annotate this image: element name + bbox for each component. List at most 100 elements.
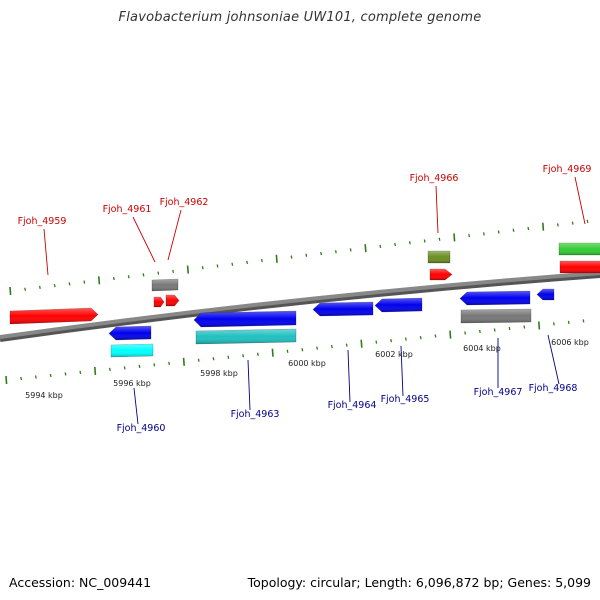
leader-fjoh_4966 <box>435 185 439 234</box>
label-leader-lines <box>43 176 586 425</box>
outer-tick <box>127 275 130 279</box>
genome-summary-text: Topology: circular; Length: 6,096,872 bp… <box>247 575 591 590</box>
inner-tick <box>271 348 274 357</box>
kbp-label: 5996 kbp <box>113 379 151 388</box>
leader-fjoh_4959 <box>43 228 49 276</box>
inner-tick <box>567 320 570 325</box>
inner-tick <box>345 343 348 347</box>
feature-forward-red-5 <box>559 260 600 274</box>
outer-tick <box>142 273 145 277</box>
outer-tick <box>38 285 41 290</box>
inner-tick <box>330 345 333 349</box>
leader-fjoh_4968 <box>547 334 560 385</box>
inner-tick <box>582 319 585 323</box>
inner-tick <box>182 357 185 366</box>
leader-fjoh_4964 <box>347 349 351 403</box>
inner-tick <box>434 334 437 338</box>
inner-tick <box>449 330 452 339</box>
gene-label-fjoh_4969: Fjoh_4969 <box>543 164 592 175</box>
outer-tick <box>438 237 441 241</box>
leader-fjoh_4962 <box>167 209 182 261</box>
feature-reverse-cyan-1 <box>110 343 154 358</box>
gene-label-fjoh_4960: Fjoh_4960 <box>117 423 166 434</box>
gene-label-fjoh_4966: Fjoh_4966 <box>410 173 459 184</box>
inner-tick <box>538 321 541 330</box>
inner-tick <box>242 354 245 358</box>
outer-tick <box>112 276 115 281</box>
kbp-label: 6000 kbp <box>288 359 326 368</box>
inner-tick <box>256 352 259 356</box>
feature-reverse-blue-5 <box>459 290 531 306</box>
inner-tick <box>552 322 555 326</box>
outer-tick <box>275 254 278 263</box>
outer-tick <box>157 271 160 275</box>
inner-tick <box>301 348 304 352</box>
feature-reverse-blue-6 <box>536 288 555 301</box>
inner-tick <box>508 326 511 331</box>
gene-features <box>9 242 600 358</box>
feature-reverse-blue-2 <box>193 310 297 328</box>
kbp-labels: 5994 kbp 5996 kbp 5998 kbp 6000 kbp 6002 kbp… <box>25 338 589 400</box>
outer-tick <box>172 269 175 273</box>
outer-tick <box>24 287 27 291</box>
outer-tick <box>379 244 382 248</box>
feature-reverse-blue-1 <box>108 325 152 341</box>
inner-tick <box>123 366 126 370</box>
kbp-label: 5998 kbp <box>200 369 238 378</box>
accession-text: Accession: NC_009441 <box>9 575 152 590</box>
outer-tick <box>423 239 426 243</box>
inner-tick <box>94 366 97 375</box>
inner-tick <box>523 325 526 329</box>
outer-tick <box>201 266 204 270</box>
outer-tick <box>246 260 249 265</box>
inner-tick <box>404 337 407 341</box>
leader-fjoh_4960 <box>133 387 139 425</box>
outer-tick <box>453 233 456 242</box>
gene-label-fjoh_4959: Fjoh_4959 <box>18 216 67 227</box>
outer-tick <box>83 280 86 284</box>
inner-tick <box>375 340 378 344</box>
gene-label-fjoh_4963: Fjoh_4963 <box>231 409 280 420</box>
inner-tick <box>49 373 52 378</box>
outer-tick <box>186 265 189 274</box>
kbp-label: 6002 kbp <box>375 350 413 359</box>
inner-tick <box>5 375 8 385</box>
outer-tick <box>482 232 485 236</box>
leader-fjoh_4965 <box>400 345 404 397</box>
inner-tick <box>419 335 422 340</box>
outer-tick <box>305 253 308 257</box>
outer-tick <box>216 264 219 268</box>
inner-tick <box>138 364 141 368</box>
outer-tick <box>320 251 323 256</box>
outer-tick <box>231 262 234 266</box>
leader-fjoh_4961 <box>132 216 156 263</box>
map-title: Flavobacterium johnsoniae UW101, complet… <box>118 10 482 25</box>
feature-forward-red-3 <box>165 294 180 307</box>
inner-tick <box>197 358 200 362</box>
outer-tick <box>586 219 589 223</box>
inner-tick <box>108 367 111 372</box>
gene-label-fjoh_4968: Fjoh_4968 <box>529 383 578 394</box>
inner-tick <box>227 355 230 359</box>
outer-tick <box>349 248 352 252</box>
outer-tick <box>556 223 559 227</box>
outer-tick <box>364 244 367 253</box>
outer-tick <box>334 250 337 254</box>
outer-tick <box>9 286 12 296</box>
gene-label-fjoh_4967: Fjoh_4967 <box>474 387 523 398</box>
outer-tick <box>512 228 515 232</box>
inner-tick <box>153 363 156 367</box>
feature-forward-olive <box>427 250 451 264</box>
inner-tick <box>79 370 82 375</box>
outer-tick <box>468 234 471 238</box>
outer-tick <box>290 255 293 259</box>
feature-forward-red-4 <box>429 268 453 281</box>
inner-tick <box>286 349 289 353</box>
inner-tick <box>478 329 481 334</box>
gene-label-fjoh_4962: Fjoh_4962 <box>160 197 209 208</box>
feature-reverse-blue-3 <box>312 301 374 317</box>
gene-labels: Fjoh_4959 Fjoh_4961 Fjoh_4962 Fjoh_4966 Fjoh… <box>18 164 592 434</box>
gene-label-fjoh_4964: Fjoh_4964 <box>328 400 377 411</box>
feature-forward-red-1 <box>9 307 99 325</box>
inner-tick <box>20 376 23 381</box>
